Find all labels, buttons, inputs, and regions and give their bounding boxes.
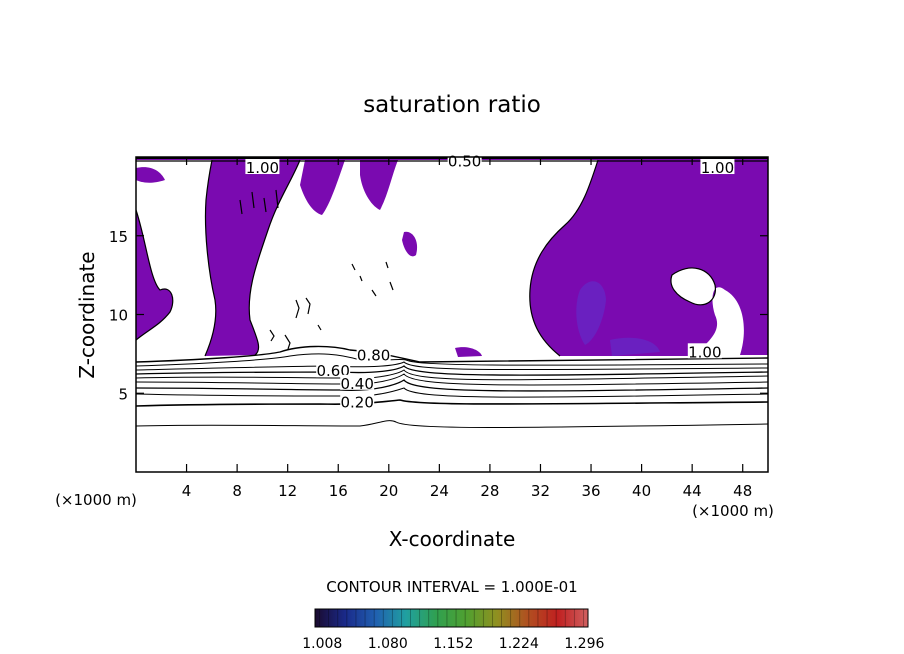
x-tick-label: 16 bbox=[329, 482, 348, 500]
fill-region-dark bbox=[610, 337, 660, 356]
x-units-left: (×1000 m) bbox=[55, 491, 137, 509]
contour-line bbox=[204, 159, 217, 357]
x-tick-label: 28 bbox=[480, 482, 499, 500]
chart-title: saturation ratio bbox=[363, 92, 541, 118]
contour-label-bg bbox=[356, 346, 391, 362]
fill-region bbox=[205, 160, 300, 356]
y-axis-label: Z-coordinate bbox=[75, 251, 99, 378]
contour-label: 0.20 bbox=[340, 394, 373, 412]
contour-label-bg bbox=[316, 362, 351, 378]
x-tick-label: 24 bbox=[430, 482, 449, 500]
y-tick-label: 10 bbox=[109, 307, 128, 325]
colorbar-stripes bbox=[319, 609, 584, 627]
contour-label-bg bbox=[340, 393, 375, 409]
contour-line bbox=[670, 267, 717, 306]
fill-region bbox=[136, 210, 173, 340]
contour-line bbox=[136, 361, 768, 371]
y-tick-label: 15 bbox=[109, 228, 128, 246]
colorbar-tick-label: 1.152 bbox=[433, 636, 473, 652]
contour-line bbox=[136, 373, 768, 386]
contour-interval-label: CONTOUR INTERVAL = 1.000E-01 bbox=[326, 578, 577, 596]
contour-line bbox=[136, 399, 768, 407]
contour-line bbox=[136, 369, 768, 381]
contour-line bbox=[136, 379, 768, 392]
x-tick-label: 4 bbox=[182, 482, 192, 500]
contour-label: 0.40 bbox=[340, 375, 373, 393]
colorbar-tick-label: 1.080 bbox=[368, 636, 408, 652]
colorbar-gradient bbox=[314, 608, 589, 628]
contour-label: 0.80 bbox=[357, 346, 390, 364]
colorbar-ticks: 1.008 1.080 1.152 1.224 1.296 bbox=[302, 636, 604, 652]
fill-region bbox=[402, 231, 418, 257]
y-tick-label: 5 bbox=[118, 385, 128, 403]
colorbar-tick-label: 1.008 bbox=[302, 636, 342, 652]
contour-top bbox=[136, 160, 768, 162]
x-tick-label: 8 bbox=[232, 482, 242, 500]
colorbar: 1.008 1.080 1.152 1.224 1.296 bbox=[302, 608, 604, 652]
contour-line bbox=[136, 209, 174, 341]
contour-label: 1.00 bbox=[701, 159, 734, 177]
colorbar-tick-label: 1.296 bbox=[564, 636, 604, 652]
contour-label: 1.00 bbox=[246, 159, 279, 177]
x-units-right: (×1000 m) bbox=[692, 502, 774, 520]
fill-region bbox=[529, 160, 768, 356]
fill-region-dark bbox=[576, 281, 606, 345]
contour-label: 1.00 bbox=[688, 343, 721, 361]
contour-label-bg bbox=[687, 343, 722, 359]
contour-label-bg bbox=[700, 159, 735, 175]
x-tick-label: 36 bbox=[581, 482, 600, 500]
x-axis-label: X-coordinate bbox=[389, 527, 516, 551]
fill-region bbox=[300, 160, 345, 215]
contour-line bbox=[529, 159, 599, 357]
plot-area: 0.800.600.400.201.001.00 1.000.50 4 8 12 16 2… bbox=[109, 152, 769, 500]
contour-line bbox=[248, 159, 301, 356]
y-axis: 5 10 15 bbox=[109, 228, 768, 403]
fill-region bbox=[136, 167, 165, 183]
saturation-fill-regions bbox=[136, 157, 768, 357]
x-tick-label: 44 bbox=[683, 482, 702, 500]
contour-line bbox=[136, 387, 768, 398]
x-axis: 4 8 12 16 20 24 28 32 36 40 44 48 bbox=[182, 157, 752, 500]
contour-speckle bbox=[239, 189, 394, 350]
x-tick-label: 40 bbox=[632, 482, 651, 500]
x-tick-label: 20 bbox=[379, 482, 398, 500]
contour-label: 0.50 bbox=[448, 153, 481, 171]
contour-label-bg bbox=[245, 159, 280, 175]
x-tick-label: 48 bbox=[733, 482, 752, 500]
x-tick-label: 12 bbox=[278, 482, 297, 500]
fill-region bbox=[360, 160, 398, 210]
contour-label-bg bbox=[340, 374, 375, 390]
x-tick-label: 32 bbox=[531, 482, 550, 500]
contour-line bbox=[136, 365, 768, 376]
fill-region bbox=[455, 347, 482, 357]
contour-line bbox=[136, 420, 768, 428]
colorbar-tick-label: 1.224 bbox=[499, 636, 539, 652]
